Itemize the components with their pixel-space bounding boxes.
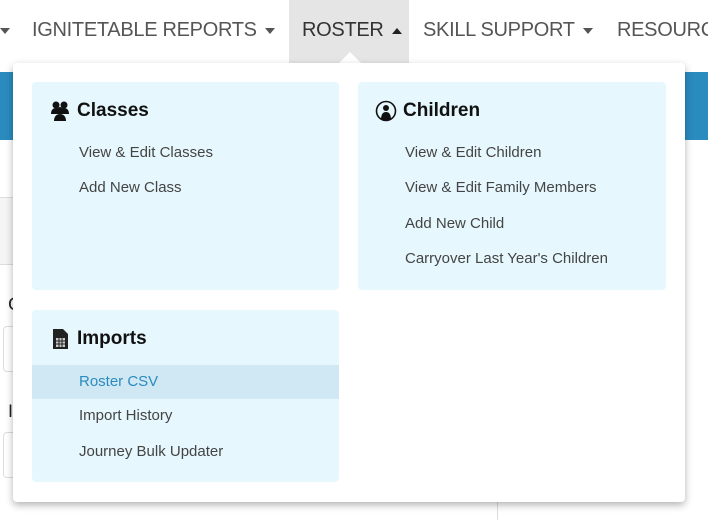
menu-item-roster-csv[interactable]: Roster CSV [32, 365, 339, 399]
nav-ignitetable-reports[interactable]: IGNITETABLE REPORTS [32, 0, 275, 63]
caret-down-icon [582, 27, 593, 34]
menu-item-view-edit-children[interactable]: View & Edit Children [405, 144, 542, 161]
csv-file-icon [53, 329, 68, 349]
nav-label: ROSTER [302, 19, 384, 41]
caret-down-icon [264, 27, 275, 34]
child-icon [375, 100, 397, 122]
menu-item-import-history[interactable]: Import History [79, 407, 173, 424]
caret-down-icon [0, 27, 10, 34]
menu-item-view-edit-classes[interactable]: View & Edit Classes [79, 144, 213, 161]
nav-label: SKILL SUPPORT [423, 19, 575, 41]
top-nav: IGNITETABLE REPORTS ROSTER SKILL SUPPORT… [0, 0, 708, 63]
menu-item-add-new-class[interactable]: Add New Class [79, 179, 182, 196]
menu-item-journey-bulk-updater[interactable]: Journey Bulk Updater [79, 443, 224, 460]
menu-item-add-new-child[interactable]: Add New Child [405, 215, 505, 232]
menu-item-view-edit-family[interactable]: View & Edit Family Members [405, 179, 597, 196]
nav-resources[interactable]: RESOURC [617, 0, 708, 63]
section-title: Classes [49, 100, 149, 122]
classes-section: Classes View & Edit Classes Add New Clas… [32, 82, 339, 290]
section-title: Children [375, 100, 480, 122]
classes-title: Classes [77, 100, 149, 121]
nav-roster[interactable]: ROSTER [289, 0, 409, 63]
background-panel [0, 197, 14, 265]
children-section: Children View & Edit Children View & Edi… [358, 82, 666, 290]
form-label: I [8, 402, 14, 422]
caret-up-icon [391, 27, 402, 34]
nav-label: IGNITETABLE REPORTS [32, 19, 257, 41]
children-title: Children [403, 100, 481, 121]
menu-item-carryover[interactable]: Carryover Last Year's Children [405, 250, 608, 267]
section-title: Imports [49, 328, 147, 350]
users-icon [51, 101, 69, 121]
nav-skill-support[interactable]: SKILL SUPPORT [423, 0, 593, 63]
nav-prev-caret[interactable] [0, 0, 10, 63]
imports-section: Imports Roster CSV Import History Journe… [32, 310, 339, 482]
imports-title: Imports [77, 328, 147, 349]
nav-label: RESOURC [617, 19, 708, 41]
roster-dropdown-menu: Classes View & Edit Classes Add New Clas… [13, 63, 685, 502]
dropdown-arrow [338, 52, 362, 64]
